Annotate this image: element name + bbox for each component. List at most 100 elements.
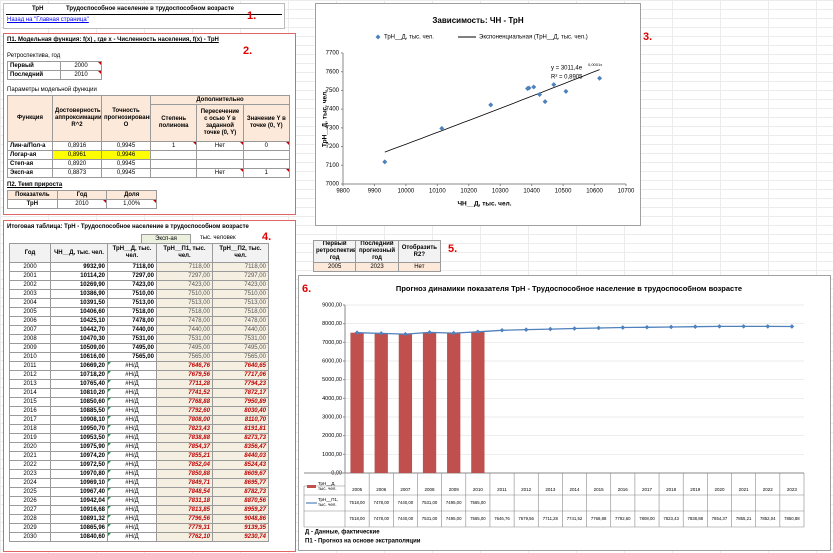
category-label: 2008 (425, 487, 436, 492)
category-label: 2005 (352, 487, 363, 492)
chart-title: Зависимость: ЧН - ТрН (432, 16, 523, 25)
category-label: 2011 (497, 487, 507, 492)
line-marker (717, 324, 722, 329)
summary-block: Итоговая таблица: ТрН - Трудоспособное н… (3, 220, 296, 552)
table-cell: 9932,90 (50, 262, 108, 272)
table-row: Логар-ая 0,8961 0,9946 (7, 150, 291, 160)
table-cell: #Н/Д (107, 415, 157, 425)
table-cell: 10975,90 (50, 442, 108, 452)
table-cell (196, 150, 244, 160)
table-cell: 10969,10 (50, 478, 108, 488)
table-cell: 7850,88 (156, 469, 213, 479)
table-cell (196, 159, 244, 169)
table-cell: 2003 (9, 289, 51, 299)
section-marker: 1. (247, 10, 257, 22)
table-row: 2009 10509,00 7495,00 7495,00 7495,00 (9, 343, 269, 353)
table-value: 7495,00 (446, 500, 462, 505)
y-tick-label: 7300 (326, 125, 340, 131)
table-row: Лин-а/Пол-а 0,8916 0,9945 1 Нет 0 (7, 141, 291, 151)
table-cell: 7640,65 (212, 361, 269, 371)
y-tick-label: 8000,00 (322, 321, 342, 327)
line-marker (354, 330, 360, 335)
table-cell: 7531,00 (212, 334, 269, 344)
table-cell: 7495,00 (212, 343, 269, 353)
table-row: Первый 2000 (7, 61, 102, 71)
table-row: 2001 10114,20 7297,00 7297,00 7297,00 (9, 271, 269, 281)
indicator-code: ТрН (32, 6, 44, 12)
header-rule (6, 14, 282, 15)
trend-r2: R² = 0,8905 (551, 75, 583, 81)
table-cell: 0,8916 (52, 141, 102, 151)
column-header: Значение Y в точке (0, Y) (242, 104, 291, 142)
header-block: ТрН Трудоспособное население в трудоспос… (3, 3, 285, 29)
table-cell: Степ-ая (7, 159, 53, 169)
table-row: 2018 10950,70 #Н/Д 7823,43 8191,81 (9, 424, 269, 434)
table-cell: 7848,54 (156, 487, 213, 497)
line-marker (741, 324, 746, 329)
group-header: Дополнительно (150, 95, 290, 105)
table-value: 7792,60 (615, 516, 631, 521)
table-cell: #Н/Д (107, 496, 157, 506)
table-cell: 7423,00 (107, 280, 157, 290)
table-row: 2019 10953,50 #Н/Д 7838,88 8273,73 (9, 433, 269, 443)
table-cell: 7297,00 (212, 271, 269, 281)
line-marker (668, 324, 674, 330)
back-link[interactable]: Назад на "Главная страница" (7, 17, 89, 23)
table-cell: 7808,00 (156, 415, 213, 425)
table-cell: 7565,00 (212, 352, 269, 362)
x-tick-label: 10000 (398, 189, 415, 195)
table-cell: 10810,20 (50, 388, 108, 398)
table-cell (149, 168, 198, 178)
table-cell: 2002 (9, 280, 51, 290)
table-row: 2016 10885,50 #Н/Д 7792,60 8030,40 (9, 406, 269, 416)
table-cell: 10669,20 (50, 361, 108, 371)
table-cell: 2012 (9, 370, 51, 380)
table-cell: 2028 (9, 514, 51, 524)
table-cell: 10509,00 (50, 343, 108, 353)
category-label: 2009 (449, 487, 460, 492)
table-cell: 10891,32 (50, 514, 108, 524)
table-cell: 0,8920 (52, 159, 102, 169)
chart-title: Прогноз динамики показателя ТрН - Трудос… (396, 284, 742, 293)
cell-value: 2010 (60, 70, 102, 80)
table-cell: #Н/Д (107, 397, 157, 407)
table-cell: 8191,81 (212, 424, 269, 434)
table-cell: 10942,04 (50, 496, 108, 506)
model-title: П1. Модельная функция: f(x) , где x - Чи… (7, 37, 219, 43)
x-tick-label: 10500 (555, 189, 572, 195)
table-cell: Нет (397, 262, 442, 272)
scatter-chart: Зависимость: ЧН - ТрН ТрН__Д, тыс. чел. Эк… (315, 3, 641, 226)
table-value: 7679,56 (518, 516, 534, 521)
table-cell: 7478,00 (212, 316, 269, 326)
table-cell: 2019 (9, 433, 51, 443)
table-cell: 7852,04 (156, 460, 213, 470)
table-value: 7823,43 (663, 516, 679, 521)
legend-label: Экспоненциальная (ТрН__Д, тыс. чел.) (479, 35, 588, 41)
table-cell: 7779,31 (156, 523, 213, 533)
table-cell: 0,9946 (101, 150, 151, 160)
cell-label: Первый (7, 61, 61, 71)
table-cell: 10908,10 (50, 415, 108, 425)
table-cell: 2018 (9, 424, 51, 434)
table-cell: #Н/Д (107, 514, 157, 524)
table-value: 7518,00 (349, 500, 365, 505)
table-row: 2028 10891,32 #Н/Д 7796,56 9048,86 (9, 514, 269, 524)
table-cell: 8782,73 (212, 487, 269, 497)
table-row: 2011 10669,20 #Н/Д 7646,76 7640,65 (9, 361, 269, 371)
table-row: 2013 10765,40 #Н/Д 7711,28 7794,23 (9, 379, 269, 389)
table-cell: 10425,10 (50, 316, 108, 326)
column-header: Функция (7, 95, 53, 142)
column-header: Отобразить R2? (397, 240, 442, 263)
summary-table: Год ЧН__Д, тыс. чел. ТрН__Д, тыс. чел. ТрН_… (9, 243, 269, 542)
table-cell: #Н/Д (107, 460, 157, 470)
table-cell: 10953,50 (50, 433, 108, 443)
table-cell: 7794,23 (212, 379, 269, 389)
table-cell: 10885,50 (50, 406, 108, 416)
table-cell: #Н/Д (107, 379, 157, 389)
table-value: 7478,00 (373, 500, 389, 505)
y-tick-label: 7600 (326, 69, 340, 75)
table-cell: 10840,60 (50, 532, 108, 542)
table-row: 2000 9932,90 7118,00 7118,00 7118,00 (9, 262, 269, 272)
table-cell: 2021 (9, 451, 51, 461)
